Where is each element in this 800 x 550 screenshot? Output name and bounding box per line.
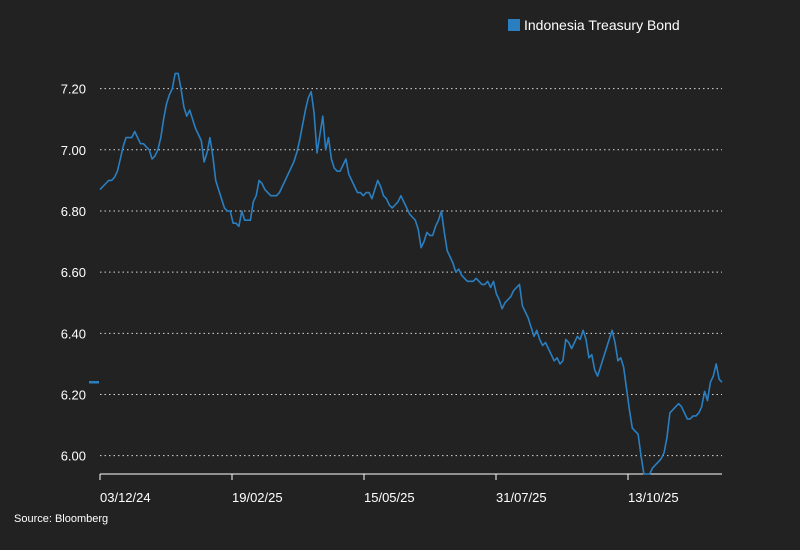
y-tick-label: 6.80 bbox=[61, 204, 86, 219]
y-tick-label: 6.20 bbox=[61, 387, 86, 402]
x-tick-label: 31/07/25 bbox=[496, 490, 547, 505]
legend-swatch bbox=[508, 19, 520, 31]
x-tick-labels: 03/12/24 19/02/25 15/05/25 31/07/25 13/10/25 bbox=[99, 474, 679, 505]
series-layer bbox=[99, 72, 723, 475]
y-tick-label: 6.60 bbox=[61, 265, 86, 280]
x-tick-label: 19/02/25 bbox=[232, 490, 283, 505]
x-tick-label: 03/12/24 bbox=[100, 490, 151, 505]
y-axis: 6.00 6.20 6.40 6.60 6.80 7.00 7.20 bbox=[61, 82, 86, 464]
y-tick-label: 7.20 bbox=[61, 82, 86, 97]
y-tick-label: 7.00 bbox=[61, 143, 86, 158]
x-tick-label: 13/10/25 bbox=[628, 490, 679, 505]
y-tick-label: 6.00 bbox=[61, 449, 86, 464]
y-tick-label: 6.40 bbox=[61, 326, 86, 341]
source-note: Source: Bloomberg bbox=[14, 513, 108, 525]
legend: Indonesia Treasury Bond bbox=[508, 17, 680, 33]
series-line-indonesia-treasury-bond bbox=[99, 72, 723, 475]
x-tick-label: 15/05/25 bbox=[364, 490, 415, 505]
legend-label: Indonesia Treasury Bond bbox=[524, 17, 680, 33]
gridlines bbox=[100, 88, 722, 457]
